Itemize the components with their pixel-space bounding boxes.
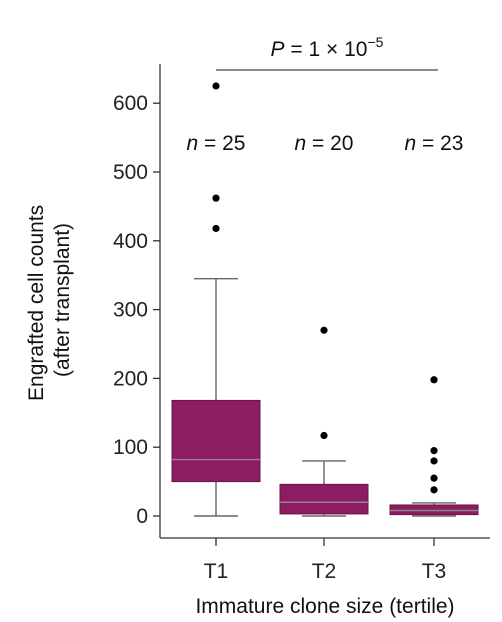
y-tick-label: 300: [113, 299, 148, 322]
outlier-point: [430, 474, 438, 482]
outlier-point: [212, 82, 220, 90]
y-axis-title-line-2: (after transplant): [51, 223, 74, 377]
y-tick-label: 100: [113, 436, 148, 459]
p-value-italic: P: [271, 38, 285, 61]
x-tick-label: T1: [204, 560, 229, 583]
n-label-t1: n = 25: [187, 132, 246, 155]
x-axis: T1 T2 T3: [160, 537, 490, 583]
iqr-box: [171, 399, 261, 483]
outlier-point: [430, 447, 438, 455]
y-tick-label: 400: [113, 230, 148, 253]
n-label-t3: n = 23: [405, 132, 464, 155]
p-value-exponent: −5: [367, 34, 383, 50]
box-t3: [389, 376, 479, 517]
y-axis: 0 100 200 300 400 500 600: [113, 64, 161, 538]
p-value-label: P = 1 × 10−5: [271, 34, 384, 61]
outlier-point: [320, 326, 328, 334]
y-tick-label: 200: [113, 367, 148, 390]
p-value-main: = 1 × 10: [285, 38, 368, 61]
y-tick-label: 500: [113, 161, 148, 184]
iqr-box: [279, 483, 369, 515]
box-t1: [171, 82, 261, 517]
y-axis-title: Engrafted cell counts (after transplant): [25, 199, 74, 401]
significance-annotation: P = 1 × 10−5: [216, 34, 438, 71]
x-axis-title: Immature clone size (tertile): [195, 595, 454, 618]
outlier-point: [430, 376, 438, 384]
outlier-point: [320, 431, 328, 440]
x-tick-label: T2: [312, 560, 337, 583]
outlier-point: [212, 224, 220, 233]
x-tick-label: T3: [422, 560, 447, 583]
outlier-point: [430, 486, 438, 494]
y-axis-title-line-1: Engrafted cell counts: [25, 205, 48, 401]
outlier-point: [430, 457, 438, 465]
outlier-point: [212, 194, 220, 202]
n-labels: n = 25 n = 20 n = 23: [187, 132, 464, 155]
y-tick-label: 0: [136, 505, 148, 528]
y-tick-label: 600: [113, 92, 148, 115]
boxes: [171, 82, 479, 517]
box-t2: [279, 326, 369, 517]
n-label-t2: n = 20: [295, 132, 354, 155]
